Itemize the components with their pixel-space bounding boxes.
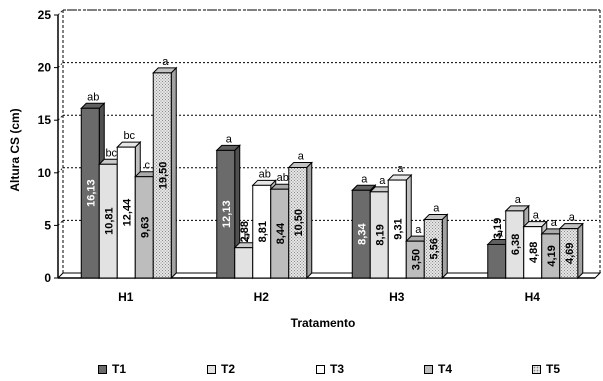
x-tick-label: H3 (389, 290, 405, 304)
significance-letter: a (497, 227, 504, 239)
legend-label: T1 (112, 362, 127, 376)
y-tick-label: 20 (38, 61, 52, 75)
legend-swatch (424, 364, 433, 374)
data-label: 4,88 (528, 242, 540, 263)
legend-label: T3 (330, 362, 345, 376)
data-label: 3,19 (492, 218, 504, 239)
x-tick-label: H1 (118, 290, 134, 304)
legend-item-t4: T4 (424, 362, 452, 376)
legend-swatch (316, 364, 325, 374)
data-label: 6,38 (510, 234, 522, 255)
data-label: 8,81 (257, 221, 269, 242)
side-wall-tick (57, 114, 64, 121)
bar-side (306, 161, 313, 280)
significance-letter: a (433, 203, 440, 215)
significance-letter: a (397, 163, 404, 175)
data-label: 5,56 (428, 238, 440, 259)
data-label: 8,19 (374, 224, 386, 245)
legend-item-t2: T2 (207, 362, 235, 376)
significance-letter: bc (105, 147, 117, 159)
bar-side (170, 66, 177, 280)
bar (559, 228, 579, 279)
y-tick-label: 25 (38, 8, 52, 22)
data-label: 8,34 (356, 223, 368, 245)
y-tick-label: 5 (44, 218, 51, 232)
x-tick-label: H2 (254, 290, 270, 304)
significance-letter: ab (87, 91, 99, 103)
bar (387, 179, 407, 279)
bar (288, 167, 308, 279)
bar (152, 72, 172, 279)
significance-letter: a (569, 212, 576, 224)
data-label: 3,50 (410, 249, 422, 270)
data-label: 19,50 (157, 162, 169, 190)
legend-swatch (98, 364, 107, 374)
legend-label: T2 (221, 362, 236, 376)
bar (216, 149, 236, 279)
y-tick-label: 15 (38, 113, 52, 127)
significance-letter: a (298, 151, 305, 163)
data-label: 4,69 (564, 243, 576, 264)
bar-side (441, 213, 448, 280)
data-label: 16,13 (85, 179, 97, 207)
data-label: 10,81 (103, 207, 115, 235)
significance-letter: a (162, 56, 169, 68)
y-tick-label: 10 (38, 166, 52, 180)
data-label: 9,63 (139, 217, 151, 238)
bar (234, 247, 254, 279)
legend: T1 T2 T3 T4 T5 (0, 362, 603, 378)
significance-letter: ab (259, 168, 271, 180)
data-label: 9,31 (392, 218, 404, 239)
side-wall-tick (57, 220, 64, 226)
x-axis-title: Tratamento (291, 316, 356, 330)
data-label: 4,19 (546, 245, 558, 266)
significance-letter: b (244, 231, 250, 243)
legend-item-t1: T1 (98, 362, 126, 376)
significance-letter: a (379, 175, 386, 187)
data-label: 12,13 (221, 200, 233, 228)
side-wall-tick (57, 62, 64, 68)
significance-letter: c (145, 160, 151, 172)
bar-side (577, 222, 584, 280)
legend-swatch (532, 364, 541, 374)
y-axis-title: Altura CS (cm) (8, 108, 22, 191)
side-wall-tick (57, 9, 64, 16)
legend-label: T4 (438, 362, 453, 376)
significance-letter: a (226, 133, 233, 145)
data-label: 12,44 (121, 198, 133, 226)
y-tick-label: 0 (44, 271, 51, 285)
significance-letter: ab (277, 172, 289, 184)
side-wall-tick (57, 167, 64, 174)
data-label: 10,50 (293, 209, 305, 237)
significance-letter: a (515, 194, 522, 206)
bar (487, 243, 507, 279)
significance-letter: a (533, 210, 540, 222)
significance-letter: a (361, 173, 368, 185)
legend-label: T5 (546, 362, 561, 376)
significance-letter: a (415, 224, 422, 236)
legend-swatch (207, 364, 216, 374)
significance-letter: a (551, 217, 558, 229)
data-label: 8,44 (275, 222, 287, 244)
significance-letter: bc (123, 130, 135, 142)
legend-item-t5: T5 (532, 362, 560, 376)
x-tick-label: H4 (525, 290, 541, 304)
legend-item-t3: T3 (316, 362, 344, 376)
bar (423, 219, 443, 279)
data-label: 2,88 (239, 221, 251, 242)
